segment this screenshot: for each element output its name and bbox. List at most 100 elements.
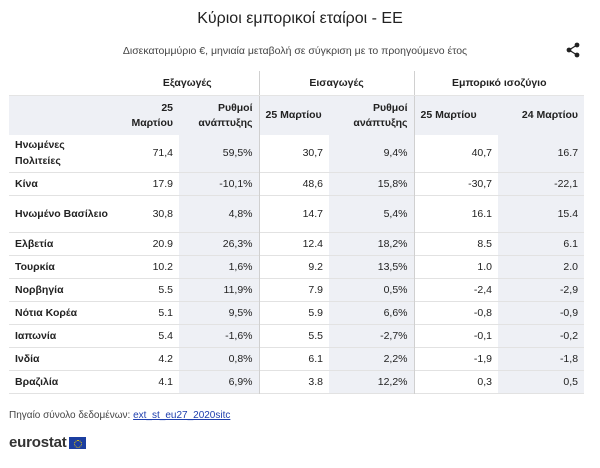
table-row: Τουρκία 10.2 1,6% 9.2 13,5% 1.0 2.0	[9, 255, 585, 278]
table-cell: 0,5	[498, 370, 585, 393]
table-cell: 9,4%	[329, 135, 415, 172]
column-header: Ρυθμοί ανάπτυξης	[329, 95, 415, 135]
chart-subtitle: Δισεκατομμύριο €, μηνιαία μεταβολή σε σύ…	[122, 45, 468, 57]
table-cell: -2,9	[498, 278, 585, 301]
logo-text: eurostat	[9, 434, 67, 451]
table-cell: 5.5	[258, 324, 330, 347]
table-cell: 30,8	[152, 207, 173, 220]
row-label: Ηνωμένο Βασίλειο	[15, 207, 108, 220]
table-row: Ελβετία 20.9 26,3% 12.4 18,2% 8.5 6.1	[9, 232, 585, 255]
column-header: 25 Μαρτίου	[116, 95, 179, 135]
table-cell: 16.7	[498, 135, 585, 172]
table-cell: 7.9	[258, 278, 330, 301]
sub-header-row: 25 Μαρτίου Ρυθμοί ανάπτυξης 25 Μαρτίου Ρ…	[9, 95, 585, 135]
table-cell: 1,6%	[179, 255, 260, 278]
row-label: Ελβετία	[15, 237, 54, 250]
table-cell: 15.4	[498, 195, 585, 232]
table-cell: 9.2	[258, 255, 330, 278]
table-cell: -30,7	[413, 172, 499, 195]
table-cell: 4,8%	[179, 195, 260, 232]
row-label: Τουρκία	[15, 260, 55, 273]
table-cell: 71,4	[152, 147, 173, 160]
table-cell: 18,2%	[329, 232, 415, 255]
column-header: 25 Μαρτίου	[258, 95, 330, 135]
table-cell: -0,1	[413, 324, 499, 347]
table-cell: -22,1	[498, 172, 585, 195]
group-header-row: Εξαγωγές Εισαγωγές Εμπορικό ισοζύγιο	[9, 71, 585, 96]
chart-title: Κύριοι εμπορικοί εταίροι - ΕΕ	[197, 10, 403, 27]
table-cell: -2,4	[413, 278, 499, 301]
table-cell: 2,2%	[329, 347, 415, 370]
table-cell: 12,2%	[329, 370, 415, 393]
table-cell: -1,9	[413, 347, 499, 370]
table-cell: 8.5	[413, 232, 499, 255]
table-cell: 5.4	[158, 329, 173, 342]
table-cell: 6,9%	[179, 370, 260, 393]
table-cell: 10.2	[152, 260, 173, 273]
row-label: Βραζιλία	[15, 375, 59, 388]
eu-flag-icon	[68, 436, 86, 449]
column-header: Ρυθμοί ανάπτυξης	[179, 95, 260, 135]
table-cell: 5.9	[258, 301, 330, 324]
table-cell: -1,6%	[179, 324, 260, 347]
table-cell: 6.1	[258, 347, 330, 370]
table-cell: 40,7	[413, 135, 499, 172]
table-cell: 0,5%	[329, 278, 415, 301]
source-label: Πηγαίο σύνολο δεδομένων:	[9, 410, 131, 421]
table-cell: 16.1	[413, 195, 499, 232]
group-header-exports: Εξαγωγές	[116, 71, 260, 96]
corner-cell	[9, 71, 116, 96]
table-row: Ιαπωνία 5.4 -1,6% 5.5 -2,7% -0,1 -0,2	[9, 324, 585, 347]
table-cell: 5.5	[158, 283, 173, 296]
source-dataset-link[interactable]: ext_st_eu27_2020sitc	[133, 410, 231, 421]
table-cell: 20.9	[152, 237, 173, 250]
row-label: Ινδία	[15, 352, 40, 365]
table-cell: 1.0	[413, 255, 499, 278]
table-cell: 4.2	[158, 352, 173, 365]
share-icon[interactable]	[566, 42, 580, 58]
table-cell: 0,8%	[179, 347, 260, 370]
table-cell: 13,5%	[329, 255, 415, 278]
group-header-balance: Εμπορικό ισοζύγιο	[413, 71, 585, 96]
table-cell: 5.1	[158, 306, 173, 319]
table-cell: 11,9%	[179, 278, 260, 301]
table-cell: 12.4	[258, 232, 330, 255]
group-header-imports: Εισαγωγές	[258, 71, 415, 96]
source-note: Πηγαίο σύνολο δεδομένων: ext_st_eu27_202…	[9, 410, 230, 421]
table-cell: 5,4%	[329, 195, 415, 232]
row-label: Νορβηγία	[15, 283, 64, 296]
row-label: Ηνωμένες Πολιτείες	[15, 139, 65, 168]
table-cell: 6,6%	[329, 301, 415, 324]
row-label: Ιαπωνία	[15, 329, 57, 342]
row-label: Νότια Κορέα	[15, 306, 78, 319]
column-header: 24 Μαρτίου	[498, 95, 585, 135]
table-cell: 2.0	[498, 255, 585, 278]
table-cell: 6.1	[498, 232, 585, 255]
table-cell: 26,3%	[179, 232, 260, 255]
row-label: Κίνα	[15, 177, 38, 190]
trade-partners-table: Εξαγωγές Εισαγωγές Εμπορικό ισοζύγιο 25 …	[9, 71, 585, 394]
table-cell: 59,5%	[179, 135, 260, 172]
table-row: Ηνωμένο Βασίλειο 30,8 4,8% 14.7 5,4% 16.1 15.4	[9, 195, 585, 232]
table-cell: 3.8	[258, 370, 330, 393]
corner-cell	[9, 95, 116, 135]
table-cell: 30,7	[258, 135, 330, 172]
column-header: 25 Μαρτίου	[413, 95, 499, 135]
eurostat-logo[interactable]: eurostat	[9, 434, 86, 451]
table-cell: -0,9	[498, 301, 585, 324]
table-cell: 17.9	[152, 177, 173, 190]
table-cell: 14.7	[258, 195, 330, 232]
table-cell: -1,8	[498, 347, 585, 370]
table-cell: -0,2	[498, 324, 585, 347]
table-row: Βραζιλία 4.1 6,9% 3.8 12,2% 0,3 0,5	[9, 370, 585, 393]
table-row: Ηνωμένες Πολιτείες 71,4 59,5% 30,7 9,4% 40,7 1…	[9, 135, 585, 172]
table-cell: 15,8%	[329, 172, 415, 195]
table-cell: 48,6	[258, 172, 330, 195]
table-cell: 0,3	[413, 370, 499, 393]
table-cell: -10,1%	[179, 172, 260, 195]
table-row: Ινδία 4.2 0,8% 6.1 2,2% -1,9 -1,8	[9, 347, 585, 370]
table-row: Νορβηγία 5.5 11,9% 7.9 0,5% -2,4 -2,9	[9, 278, 585, 301]
table-cell: 9,5%	[179, 301, 260, 324]
table-cell: -0,8	[413, 301, 499, 324]
table-row: Κίνα 17.9 -10,1% 48,6 15,8% -30,7 -22,1	[9, 172, 585, 195]
